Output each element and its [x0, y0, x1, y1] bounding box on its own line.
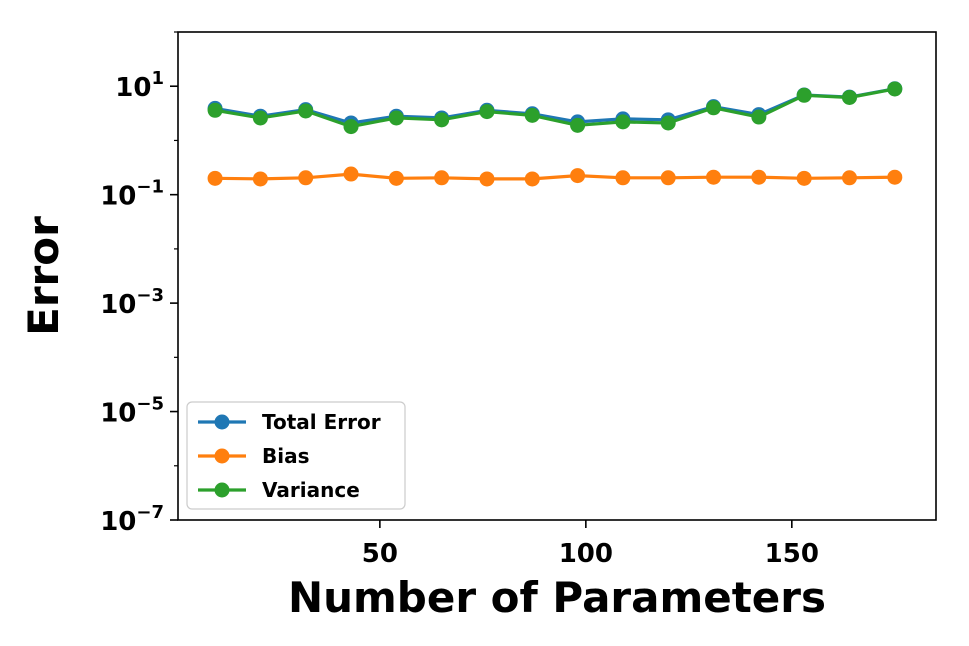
- data-point-variance: [207, 102, 223, 118]
- legend-label-variance: Variance: [262, 478, 360, 502]
- x-axis-title: Number of Parameters: [288, 573, 826, 622]
- data-point-bias: [252, 171, 268, 187]
- y-tick-base: 10: [100, 507, 136, 537]
- y-tick-label: 10−5: [100, 394, 164, 429]
- data-point-variance: [615, 114, 631, 130]
- data-point-variance: [570, 117, 586, 133]
- plot-frame: [177, 31, 937, 521]
- data-point-bias: [796, 170, 812, 186]
- y-axis-title: Error: [19, 216, 68, 336]
- data-point-variance: [887, 81, 903, 97]
- y-tick-exponent: 1: [151, 68, 164, 89]
- plot-marks: [207, 81, 903, 187]
- data-point-variance: [434, 112, 450, 128]
- data-point-bias: [887, 169, 903, 185]
- legend-box: [186, 401, 406, 510]
- data-point-variance: [796, 87, 812, 103]
- data-point-variance: [343, 119, 359, 135]
- y-tick-base: 10: [100, 182, 136, 212]
- y-tick-label: 10−3: [100, 285, 164, 320]
- y-tick-label: 10−1: [100, 177, 164, 212]
- data-point-bias: [207, 170, 223, 186]
- x-tick-label: 100: [559, 539, 613, 569]
- x-tick-label: 150: [765, 539, 819, 569]
- data-point-variance: [706, 100, 722, 116]
- legend-marker-total-error: [214, 414, 230, 430]
- data-point-variance: [252, 110, 268, 126]
- series-line-total-error: [214, 87, 896, 125]
- data-point-variance: [660, 115, 676, 131]
- legend-label-bias: Bias: [262, 444, 310, 468]
- y-tick-base: 10: [100, 399, 136, 429]
- data-point-bias: [841, 170, 857, 186]
- legend-marker-bias: [214, 448, 230, 464]
- y-tick-base: 10: [100, 290, 136, 320]
- data-point-variance: [388, 110, 404, 126]
- data-point-bias: [706, 169, 722, 185]
- series-line-bias: [215, 172, 895, 181]
- data-point-bias: [570, 168, 586, 184]
- y-tick-base: 10: [115, 73, 151, 103]
- data-point-bias: [751, 169, 767, 185]
- data-point-bias: [388, 170, 404, 186]
- y-tick-label: 101: [115, 68, 164, 103]
- x-tick-label: 50: [362, 539, 398, 569]
- data-point-bias: [524, 171, 540, 187]
- data-point-variance: [751, 109, 767, 125]
- data-point-bias: [615, 170, 631, 186]
- data-point-variance: [298, 103, 314, 119]
- y-tick-exponent: −5: [136, 394, 164, 415]
- legend: Total Error Bias Variance: [186, 401, 406, 510]
- data-point-variance: [841, 89, 857, 105]
- data-point-bias: [660, 170, 676, 186]
- y-tick-exponent: −7: [136, 502, 164, 523]
- data-point-variance: [479, 104, 495, 120]
- y-tick-exponent: −1: [136, 177, 164, 198]
- data-point-bias: [343, 166, 359, 182]
- data-point-variance: [524, 107, 540, 123]
- legend-label-total-error: Total Error: [262, 410, 381, 434]
- series-line-variance: [214, 87, 896, 129]
- data-point-bias: [298, 170, 314, 186]
- data-point-bias: [479, 171, 495, 187]
- y-tick-exponent: −3: [136, 285, 164, 306]
- y-tick-label: 10−7: [100, 502, 164, 537]
- legend-marker-variance: [214, 482, 230, 498]
- data-point-bias: [434, 170, 450, 186]
